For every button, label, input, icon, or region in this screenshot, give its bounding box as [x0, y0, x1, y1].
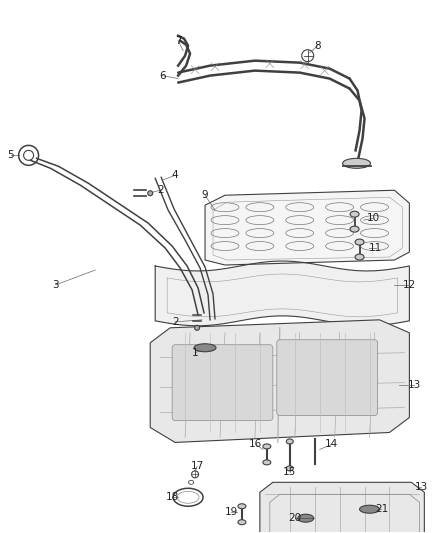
- FancyBboxPatch shape: [277, 340, 378, 416]
- Text: 13: 13: [408, 379, 421, 390]
- Text: 15: 15: [283, 467, 297, 478]
- Text: 18: 18: [166, 492, 179, 502]
- Text: 1: 1: [192, 348, 198, 358]
- Ellipse shape: [238, 504, 246, 508]
- Ellipse shape: [263, 444, 271, 449]
- Ellipse shape: [355, 254, 364, 260]
- Ellipse shape: [148, 191, 153, 196]
- Text: 13: 13: [415, 482, 428, 492]
- Text: 6: 6: [159, 70, 166, 80]
- Text: 5: 5: [7, 150, 14, 160]
- Text: 8: 8: [314, 41, 321, 51]
- Text: 4: 4: [172, 170, 178, 180]
- Ellipse shape: [263, 460, 271, 465]
- Ellipse shape: [355, 239, 364, 245]
- Text: 16: 16: [249, 439, 262, 449]
- Text: 21: 21: [375, 504, 388, 514]
- Polygon shape: [205, 190, 410, 265]
- Ellipse shape: [298, 514, 314, 522]
- Text: 7: 7: [175, 36, 181, 46]
- Text: 14: 14: [325, 439, 338, 449]
- Text: 17: 17: [191, 462, 204, 471]
- Text: 10: 10: [367, 213, 380, 223]
- FancyBboxPatch shape: [172, 345, 273, 421]
- Ellipse shape: [350, 211, 359, 217]
- Ellipse shape: [360, 505, 379, 513]
- Text: 2: 2: [157, 185, 163, 195]
- Polygon shape: [260, 482, 424, 533]
- Ellipse shape: [286, 439, 293, 444]
- Text: 3: 3: [52, 280, 59, 290]
- Text: 9: 9: [202, 190, 208, 200]
- Ellipse shape: [350, 226, 359, 232]
- Text: 20: 20: [288, 513, 301, 523]
- Polygon shape: [150, 320, 410, 442]
- Ellipse shape: [194, 325, 200, 330]
- Ellipse shape: [343, 158, 371, 168]
- Ellipse shape: [194, 344, 216, 352]
- Text: 2: 2: [172, 317, 178, 327]
- Ellipse shape: [238, 520, 246, 524]
- Text: 11: 11: [369, 243, 382, 253]
- Ellipse shape: [286, 466, 293, 471]
- Polygon shape: [155, 261, 410, 326]
- Text: 12: 12: [403, 280, 416, 290]
- Text: 19: 19: [224, 507, 237, 517]
